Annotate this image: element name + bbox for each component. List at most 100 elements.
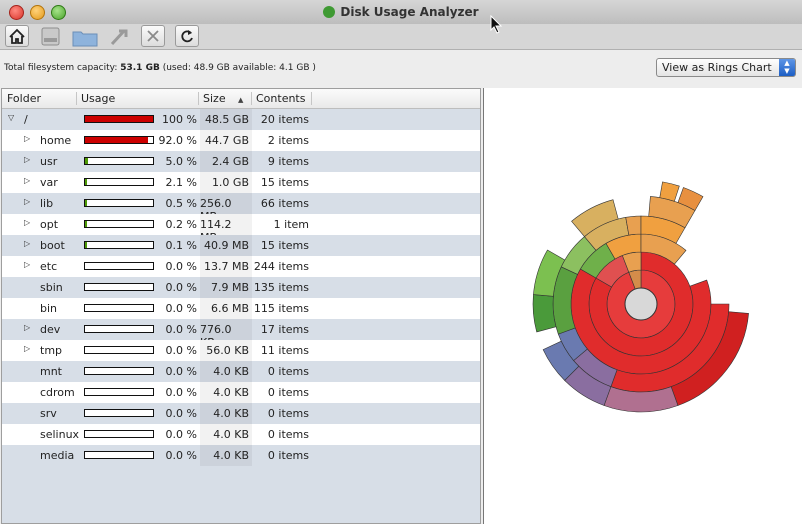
usage-bar-fill [85,242,88,248]
size-column-header[interactable]: Size [203,92,226,105]
ring-segment[interactable] [659,181,680,202]
size-cell: 4.0 KB [200,424,252,445]
folder-contents: 9 items [267,155,309,168]
table-row[interactable]: ▷ dev 0.0 %776.0 KB 17 items [2,319,480,349]
table-row[interactable]: ▷ var 2.1 % 1.0 GB 15 items [2,172,480,193]
usage-percent: 2.1 % [165,176,197,189]
ring-segment[interactable] [677,187,704,211]
expander-collapsed-icon[interactable]: ▷ [24,155,31,164]
table-row[interactable]: ▷ lib 0.5 %256.0 MB 66 items [2,193,480,223]
folder-size: 13.7 MB [203,260,249,273]
usage-percent: 0.0 % [165,407,197,420]
folder-contents: 0 items [267,407,309,420]
folder-name: cdrom [40,386,75,399]
table-row[interactable]: ▷ opt 0.2 %114.2 MB 1 item [2,214,480,244]
folder-size: 2.4 GB [211,155,249,168]
contents-column-header[interactable]: Contents [256,92,306,105]
usage-bar [84,451,154,459]
folder-name: selinux [40,428,80,441]
table-row[interactable]: media 0.0 % 4.0 KB 0 items [2,445,480,466]
ring-center[interactable] [624,287,658,321]
table-row[interactable]: ▽ / 100 % 48.5 GB 20 items [2,109,480,130]
folder-size: 4.0 KB [213,428,249,441]
ring-segment[interactable] [533,249,566,297]
window-maximize-button[interactable] [51,5,66,20]
folder-size: 4.0 KB [213,386,249,399]
folder-size: 4.0 KB [213,407,249,420]
usage-bar [84,409,154,417]
expander-expanded-icon[interactable]: ▽ [8,113,15,122]
folder-icon [72,31,98,47]
folder-contents: 11 items [260,344,309,357]
home-button[interactable] [5,25,29,47]
scan-filesystem-button[interactable] [38,27,64,47]
usage-percent: 0.0 % [165,365,197,378]
expander-collapsed-icon[interactable]: ▷ [24,323,31,332]
folder-contents: 2 items [267,134,309,147]
folder-name: bin [40,302,58,315]
table-row[interactable]: bin 0.0 % 6.6 MB 115 items [2,298,480,319]
ring-segment[interactable] [532,294,557,333]
expander-collapsed-icon[interactable]: ▷ [24,260,31,269]
mouse-cursor-icon [490,15,503,34]
view-selector[interactable]: View as Rings Chart ▲ ▼ [656,58,796,77]
rings-chart-pane [483,88,802,524]
window-minimize-button[interactable] [30,5,45,20]
size-cell: 4.0 KB [200,445,252,466]
expander-collapsed-icon[interactable]: ▷ [24,176,31,185]
refresh-icon [181,30,193,43]
scan-folder-button[interactable] [72,27,98,47]
table-row[interactable]: ▷ usr 5.0 % 2.4 GB 9 items [2,151,480,172]
usage-percent: 0.0 % [165,302,197,315]
folder-name: usr [40,155,58,168]
usage-bar-fill [85,221,88,227]
folder-name: etc [40,260,58,273]
sort-ascending-icon: ▲ [238,96,244,104]
column-headers: Folder Usage Size ▲ Contents [2,89,480,109]
column-divider [251,92,252,105]
usage-bar-fill [85,137,148,143]
folder-contents: 244 items [253,260,309,273]
table-row[interactable]: ▷ tmp 0.0 % 56.0 KB 11 items [2,340,480,361]
expander-collapsed-icon[interactable]: ▷ [24,197,31,206]
usage-bar [84,136,154,144]
folder-name: / [24,113,28,126]
folder-name: lib [40,197,54,210]
ring-segment[interactable] [542,340,580,381]
ring-segment[interactable] [571,199,619,238]
refresh-button[interactable] [175,25,199,47]
usage-percent: 0.1 % [165,239,197,252]
table-row[interactable]: cdrom 0.0 % 4.0 KB 0 items [2,382,480,403]
scan-remote-button[interactable] [106,27,132,47]
folder-size: 4.0 KB [213,449,249,462]
expander-collapsed-icon[interactable]: ▷ [24,134,31,143]
folder-name: sbin [40,281,63,294]
folder-column-header[interactable]: Folder [7,92,41,105]
expander-collapsed-icon[interactable]: ▷ [24,344,31,353]
table-row[interactable]: ▷ home 92.0 % 44.7 GB 2 items [2,130,480,151]
stop-button[interactable] [141,25,165,47]
usage-column-header[interactable]: Usage [81,92,116,105]
size-cell: 4.0 KB [200,403,252,424]
expander-collapsed-icon[interactable]: ▷ [24,239,31,248]
folder-tree: Folder Usage Size ▲ Contents ▽ / 100 % 48.5… [1,88,481,524]
table-row[interactable]: sbin 0.0 % 7.9 MB 135 items [2,277,480,298]
rings-chart[interactable] [484,88,802,524]
table-row[interactable]: ▷ etc 0.0 % 13.7 MB 244 items [2,256,480,277]
table-row[interactable]: ▷ boot 0.1 % 40.9 MB 15 items [2,235,480,256]
usage-bar [84,115,154,123]
table-row[interactable]: mnt 0.0 % 4.0 KB 0 items [2,361,480,382]
usage-bar-fill [85,200,88,206]
size-cell: 13.7 MB [200,256,252,277]
size-cell: 44.7 GB [200,130,252,151]
usage-bar [84,178,154,186]
usage-bar [84,199,154,207]
table-row[interactable]: selinux 0.0 % 4.0 KB 0 items [2,424,480,445]
folder-name: srv [40,407,57,420]
expander-collapsed-icon[interactable]: ▷ [24,218,31,227]
table-row[interactable]: srv 0.0 % 4.0 KB 0 items [2,403,480,424]
usage-percent: 0.0 % [165,281,197,294]
folder-contents: 115 items [253,302,309,315]
usage-bar [84,157,154,165]
window-close-button[interactable] [9,5,24,20]
